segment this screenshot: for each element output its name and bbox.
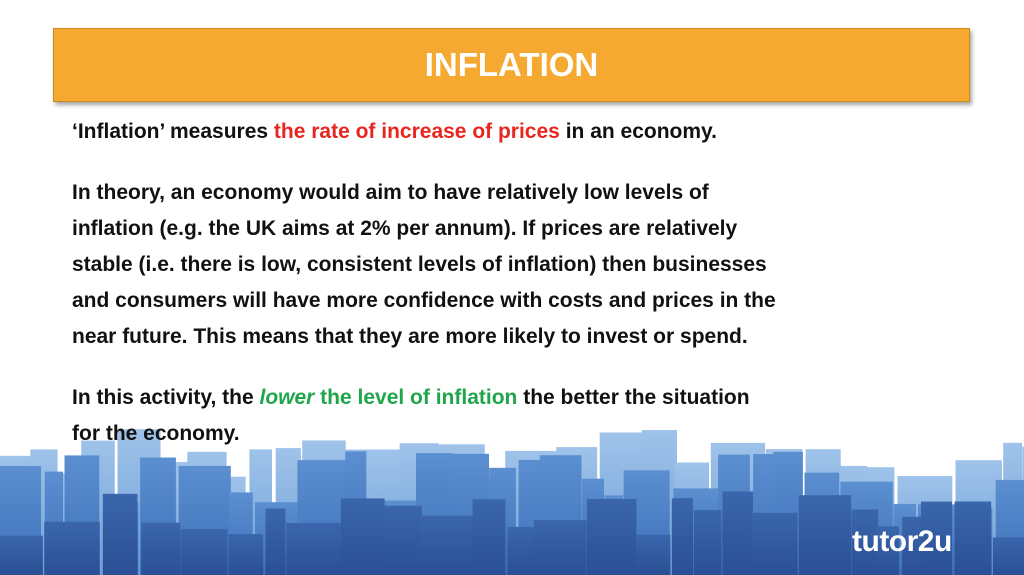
building: [0, 535, 43, 575]
building: [534, 520, 587, 575]
text-line: stable (i.e. there is low, consistent le…: [72, 247, 776, 283]
text-segment: the rate of increase of prices: [273, 120, 560, 143]
text-line: In this activity, the lower the level of…: [72, 380, 776, 416]
text-segment: inflation (e.g. the UK aims at 2% per an…: [72, 217, 738, 240]
building: [954, 501, 992, 575]
building: [383, 505, 422, 575]
text-segment: in an economy.: [559, 120, 718, 143]
building: [876, 526, 899, 575]
building: [472, 499, 506, 575]
title-bar: INFLATION: [53, 28, 970, 102]
building: [102, 493, 138, 575]
building: [340, 498, 385, 575]
building: [265, 508, 286, 575]
buildings-front: [0, 491, 1024, 575]
building: [586, 498, 637, 575]
text-segment: near future. This means that they are mo…: [72, 325, 748, 348]
text-line: for the economy.: [72, 416, 776, 452]
building: [141, 522, 181, 575]
body-text: ‘Inflation’ measures the rate of increas…: [72, 114, 776, 477]
building: [751, 512, 798, 575]
text-line: ‘Inflation’ measures the rate of increas…: [72, 114, 776, 150]
building: [44, 521, 100, 575]
building: [921, 501, 953, 575]
text-line: and consumers will have more confidence …: [72, 283, 776, 319]
paragraph: In this activity, the lower the level of…: [72, 380, 776, 452]
text-segment: for the economy.: [72, 422, 240, 445]
building: [902, 516, 922, 575]
building: [851, 509, 879, 575]
building: [286, 522, 342, 575]
building: [693, 510, 722, 575]
building: [722, 491, 754, 575]
paragraph: ‘Inflation’ measures the rate of increas…: [72, 114, 776, 150]
logo: tutor2u: [852, 525, 952, 558]
title: INFLATION: [424, 46, 599, 83]
text-segment: and consumers will have more confidence …: [72, 289, 776, 312]
text-line: near future. This means that they are mo…: [72, 319, 776, 355]
text-segment: ‘Inflation’ measures: [72, 120, 274, 143]
text-line: In theory, an economy would aim to have …: [72, 175, 776, 211]
paragraph: In theory, an economy would aim to have …: [72, 175, 776, 355]
building: [228, 534, 264, 575]
building: [636, 534, 671, 575]
text-segment: the better the situation: [517, 386, 750, 409]
building: [420, 515, 475, 575]
text-segment: In theory, an economy would aim to have …: [72, 181, 709, 204]
building: [507, 527, 535, 575]
text-line: inflation (e.g. the UK aims at 2% per an…: [72, 211, 776, 247]
text-segment: stable (i.e. there is low, consistent le…: [72, 253, 767, 276]
building: [180, 529, 228, 575]
building: [798, 495, 852, 575]
text-segment: the level of inflation: [314, 386, 518, 409]
building: [992, 537, 1024, 575]
text-segment: In this activity, the: [72, 386, 260, 409]
text-segment: lower: [259, 386, 315, 409]
building: [671, 498, 693, 575]
